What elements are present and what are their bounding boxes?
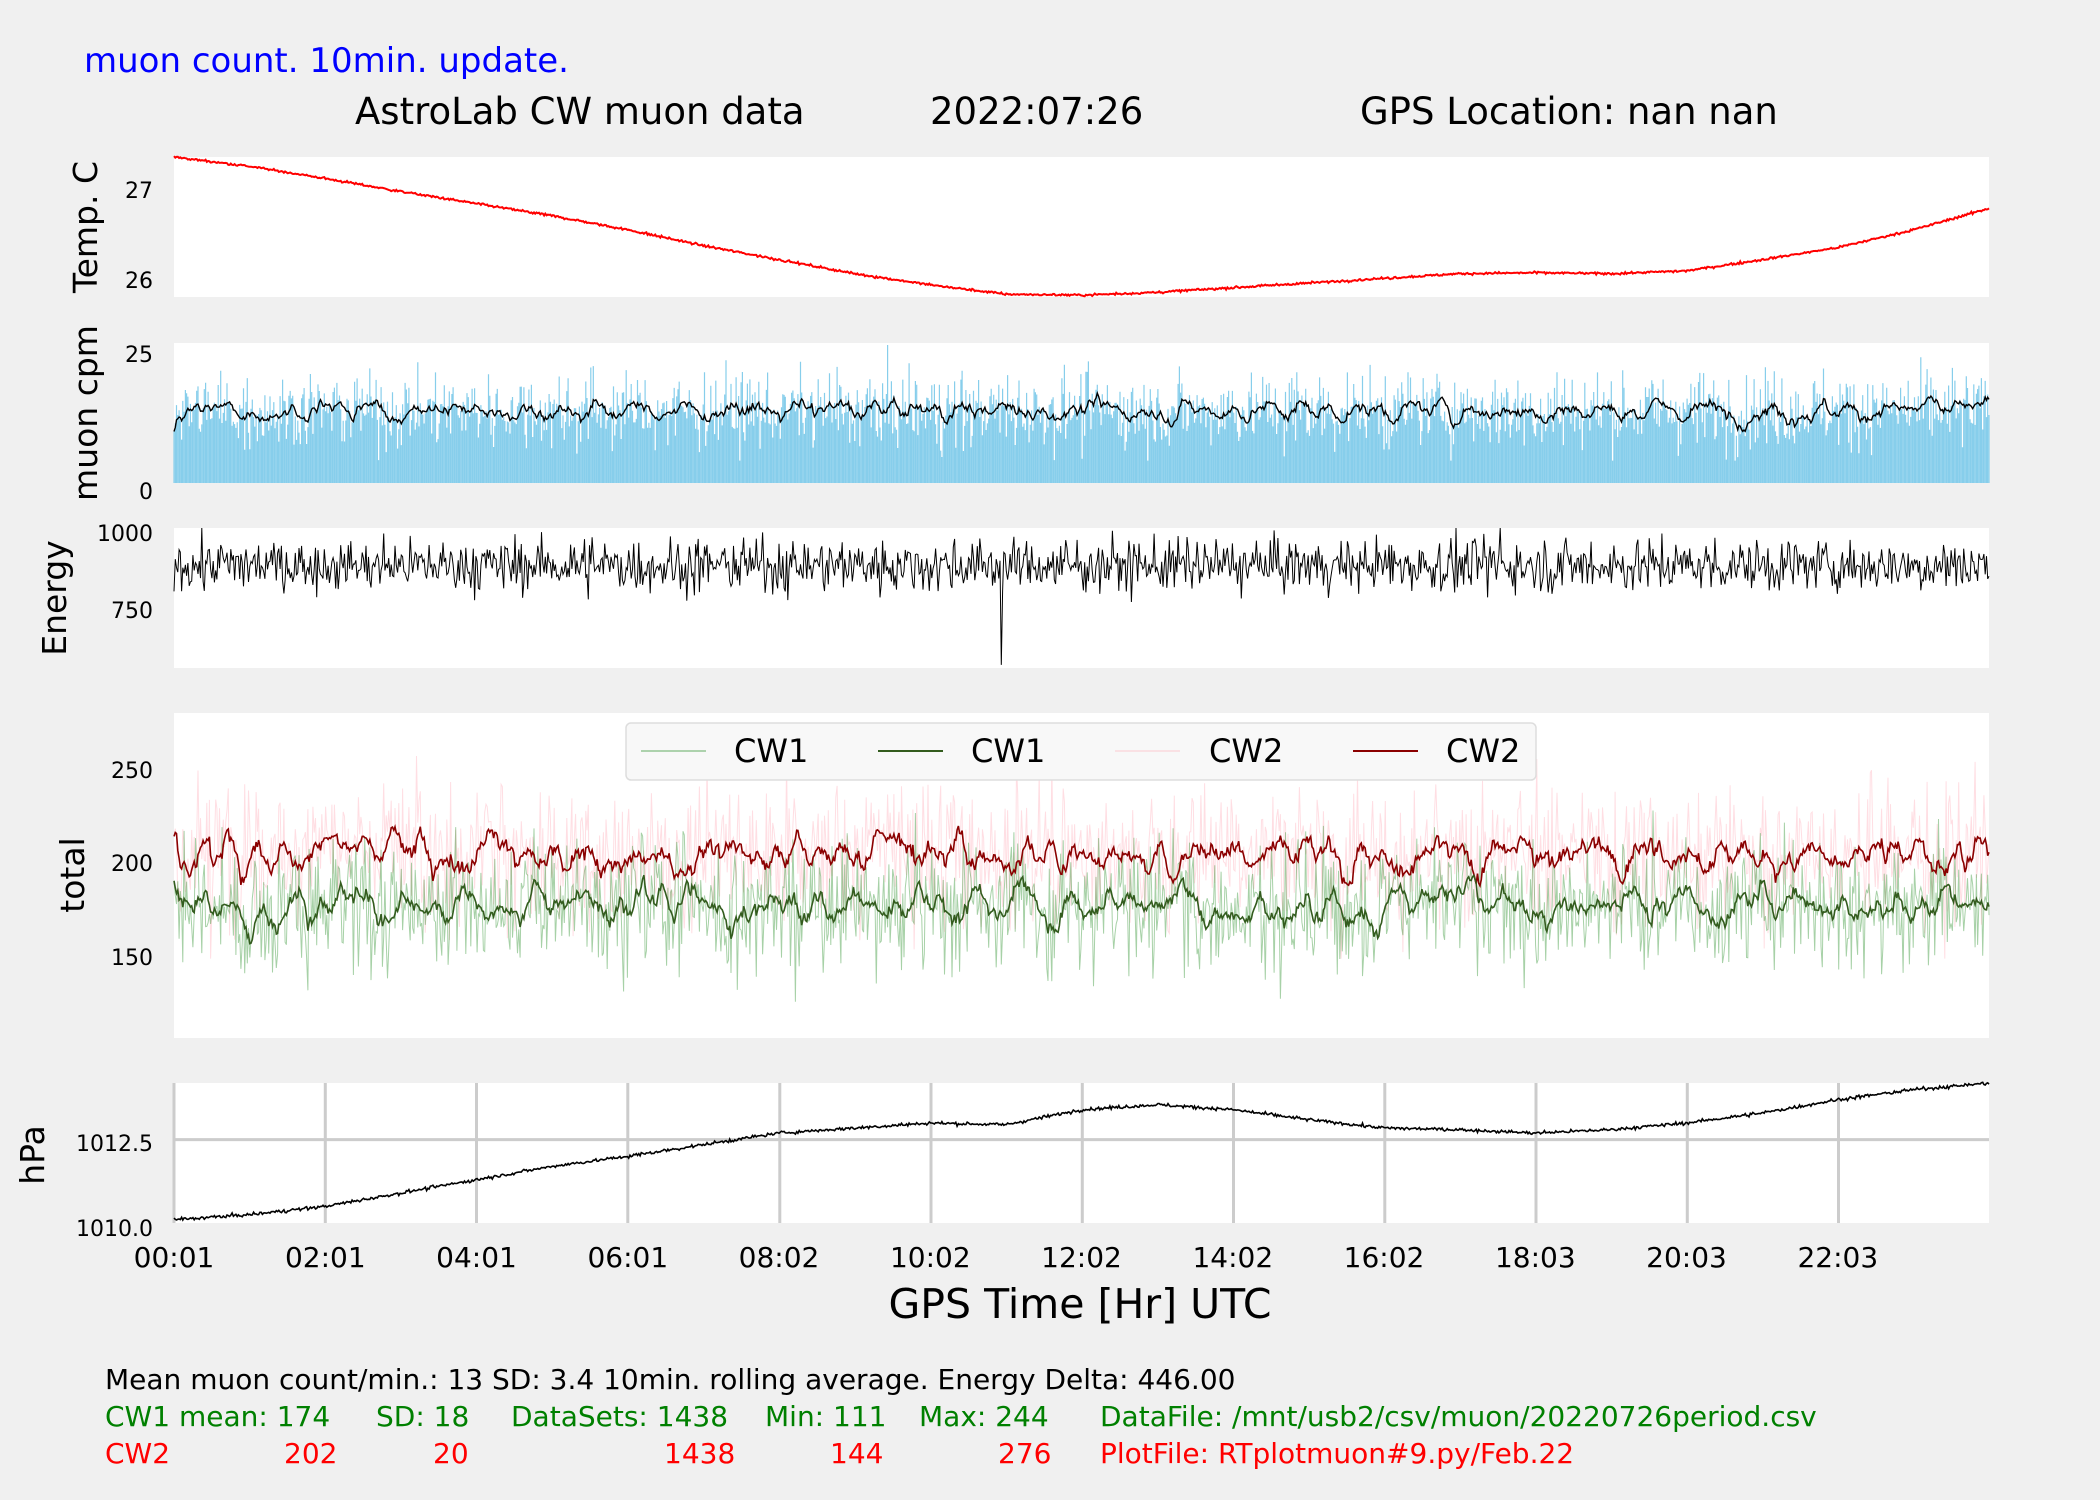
stats-cw2-row: CW2 202 20 1438 144 276 PlotFile: RTplot…: [105, 1437, 1574, 1470]
data-file: DataFile: /mnt/usb2/csv/muon/20220726per…: [1100, 1400, 1817, 1433]
cw1-rolling-line: [173, 873, 1990, 945]
legend-label-cw1-avg: CW1: [971, 732, 1045, 770]
x-tick-label: 00:01: [134, 1241, 215, 1274]
x-axis-label: GPS Time [Hr] UTC: [889, 1280, 1272, 1328]
muon-tick: 25: [125, 343, 153, 368]
x-tick-label: 18:03: [1495, 1241, 1576, 1274]
cw2-label: CW2: [105, 1437, 170, 1470]
cw1-raw-line: [173, 810, 1990, 1002]
x-tick-label: 20:03: [1646, 1241, 1727, 1274]
cw2-datasets: 1438: [664, 1437, 735, 1470]
cw2-sd: 20: [433, 1437, 469, 1470]
total-series: [173, 755, 1990, 1002]
cw1-max: Max: 244: [919, 1400, 1049, 1433]
x-tick-label: 08:02: [739, 1241, 820, 1274]
temperature-series: [173, 155, 1990, 298]
energy-line: [173, 527, 1990, 665]
energy-ylabel: Energy: [35, 540, 74, 656]
cw2-rolling-line: [173, 824, 1990, 888]
pressure-tick: 1010.0: [76, 1217, 153, 1242]
energy-tick: 1000: [97, 522, 153, 547]
gps-location: GPS Location: nan nan: [1360, 90, 1778, 133]
x-tick-label: 12:02: [1041, 1241, 1122, 1274]
temp-tick: 27: [125, 179, 153, 204]
temp-ylabel: Temp. C: [66, 161, 105, 294]
muon-bars: [173, 345, 1990, 483]
cw2-mean: 202: [284, 1437, 337, 1470]
x-tick-label: 06:01: [587, 1241, 668, 1274]
legend-box: [625, 722, 1537, 781]
legend-label-cw2-raw: CW2: [1209, 732, 1283, 770]
x-tick-label: 22:03: [1797, 1241, 1878, 1274]
total-tick: 150: [111, 946, 153, 971]
plot-file: PlotFile: RTplotmuon#9.py/Feb.22: [1100, 1437, 1574, 1470]
total-tick: 200: [111, 852, 153, 877]
energy-panel: [174, 528, 1989, 668]
pressure-series: [173, 1081, 1990, 1222]
chart-title: AstroLab CW muon data: [355, 90, 805, 133]
cw1-min: Min: 111: [765, 1400, 886, 1433]
x-axis-ticks: 00:01 02:01 04:01 06:01 08:02 10:02 12:02 14:02…: [134, 1241, 1879, 1274]
legend: CW1 CW1 CW2 CW2: [625, 722, 1537, 781]
legend-label-cw2-avg: CW2: [1446, 732, 1520, 770]
cw1-sd: SD: 18: [376, 1400, 469, 1433]
pressure-ylabel: hPa: [13, 1125, 52, 1185]
legend-label-cw1-raw: CW1: [734, 732, 808, 770]
muon-series: [173, 345, 1990, 483]
x-tick-label: 02:01: [285, 1241, 366, 1274]
x-tick-label: 04:01: [436, 1241, 517, 1274]
update-note: muon count. 10min. update.: [84, 41, 569, 81]
muon-ylabel: muon cpm: [66, 325, 105, 501]
x-tick-label: 16:02: [1344, 1241, 1425, 1274]
x-tick-label: 14:02: [1192, 1241, 1273, 1274]
pressure-line: [173, 1081, 1990, 1222]
temperature-line: [173, 155, 1990, 298]
temp-panel: [174, 157, 1989, 297]
stats-summary: Mean muon count/min.: 13 SD: 3.4 10min. …: [105, 1363, 1235, 1396]
stats-cw1-row: CW1 mean: 174 SD: 18 DataSets: 1438 Min:…: [105, 1400, 1817, 1433]
pressure-grid: [172, 1083, 1989, 1223]
x-tick-label: 10:02: [890, 1241, 971, 1274]
cw2-max: 276: [998, 1437, 1051, 1470]
muon-tick: 0: [139, 480, 153, 505]
cw1-datasets: DataSets: 1438: [511, 1400, 728, 1433]
cw2-min: 144: [830, 1437, 883, 1470]
energy-series: [173, 527, 1990, 665]
total-ylabel: total: [53, 837, 92, 912]
energy-tick: 750: [111, 599, 153, 624]
temp-tick: 26: [125, 269, 153, 294]
total-tick: 250: [111, 759, 153, 784]
pressure-tick: 1012.5: [76, 1132, 153, 1157]
cw1-mean: CW1 mean: 174: [105, 1400, 330, 1433]
muon-rolling-line: [173, 390, 1990, 433]
chart-date: 2022:07:26: [930, 90, 1143, 133]
